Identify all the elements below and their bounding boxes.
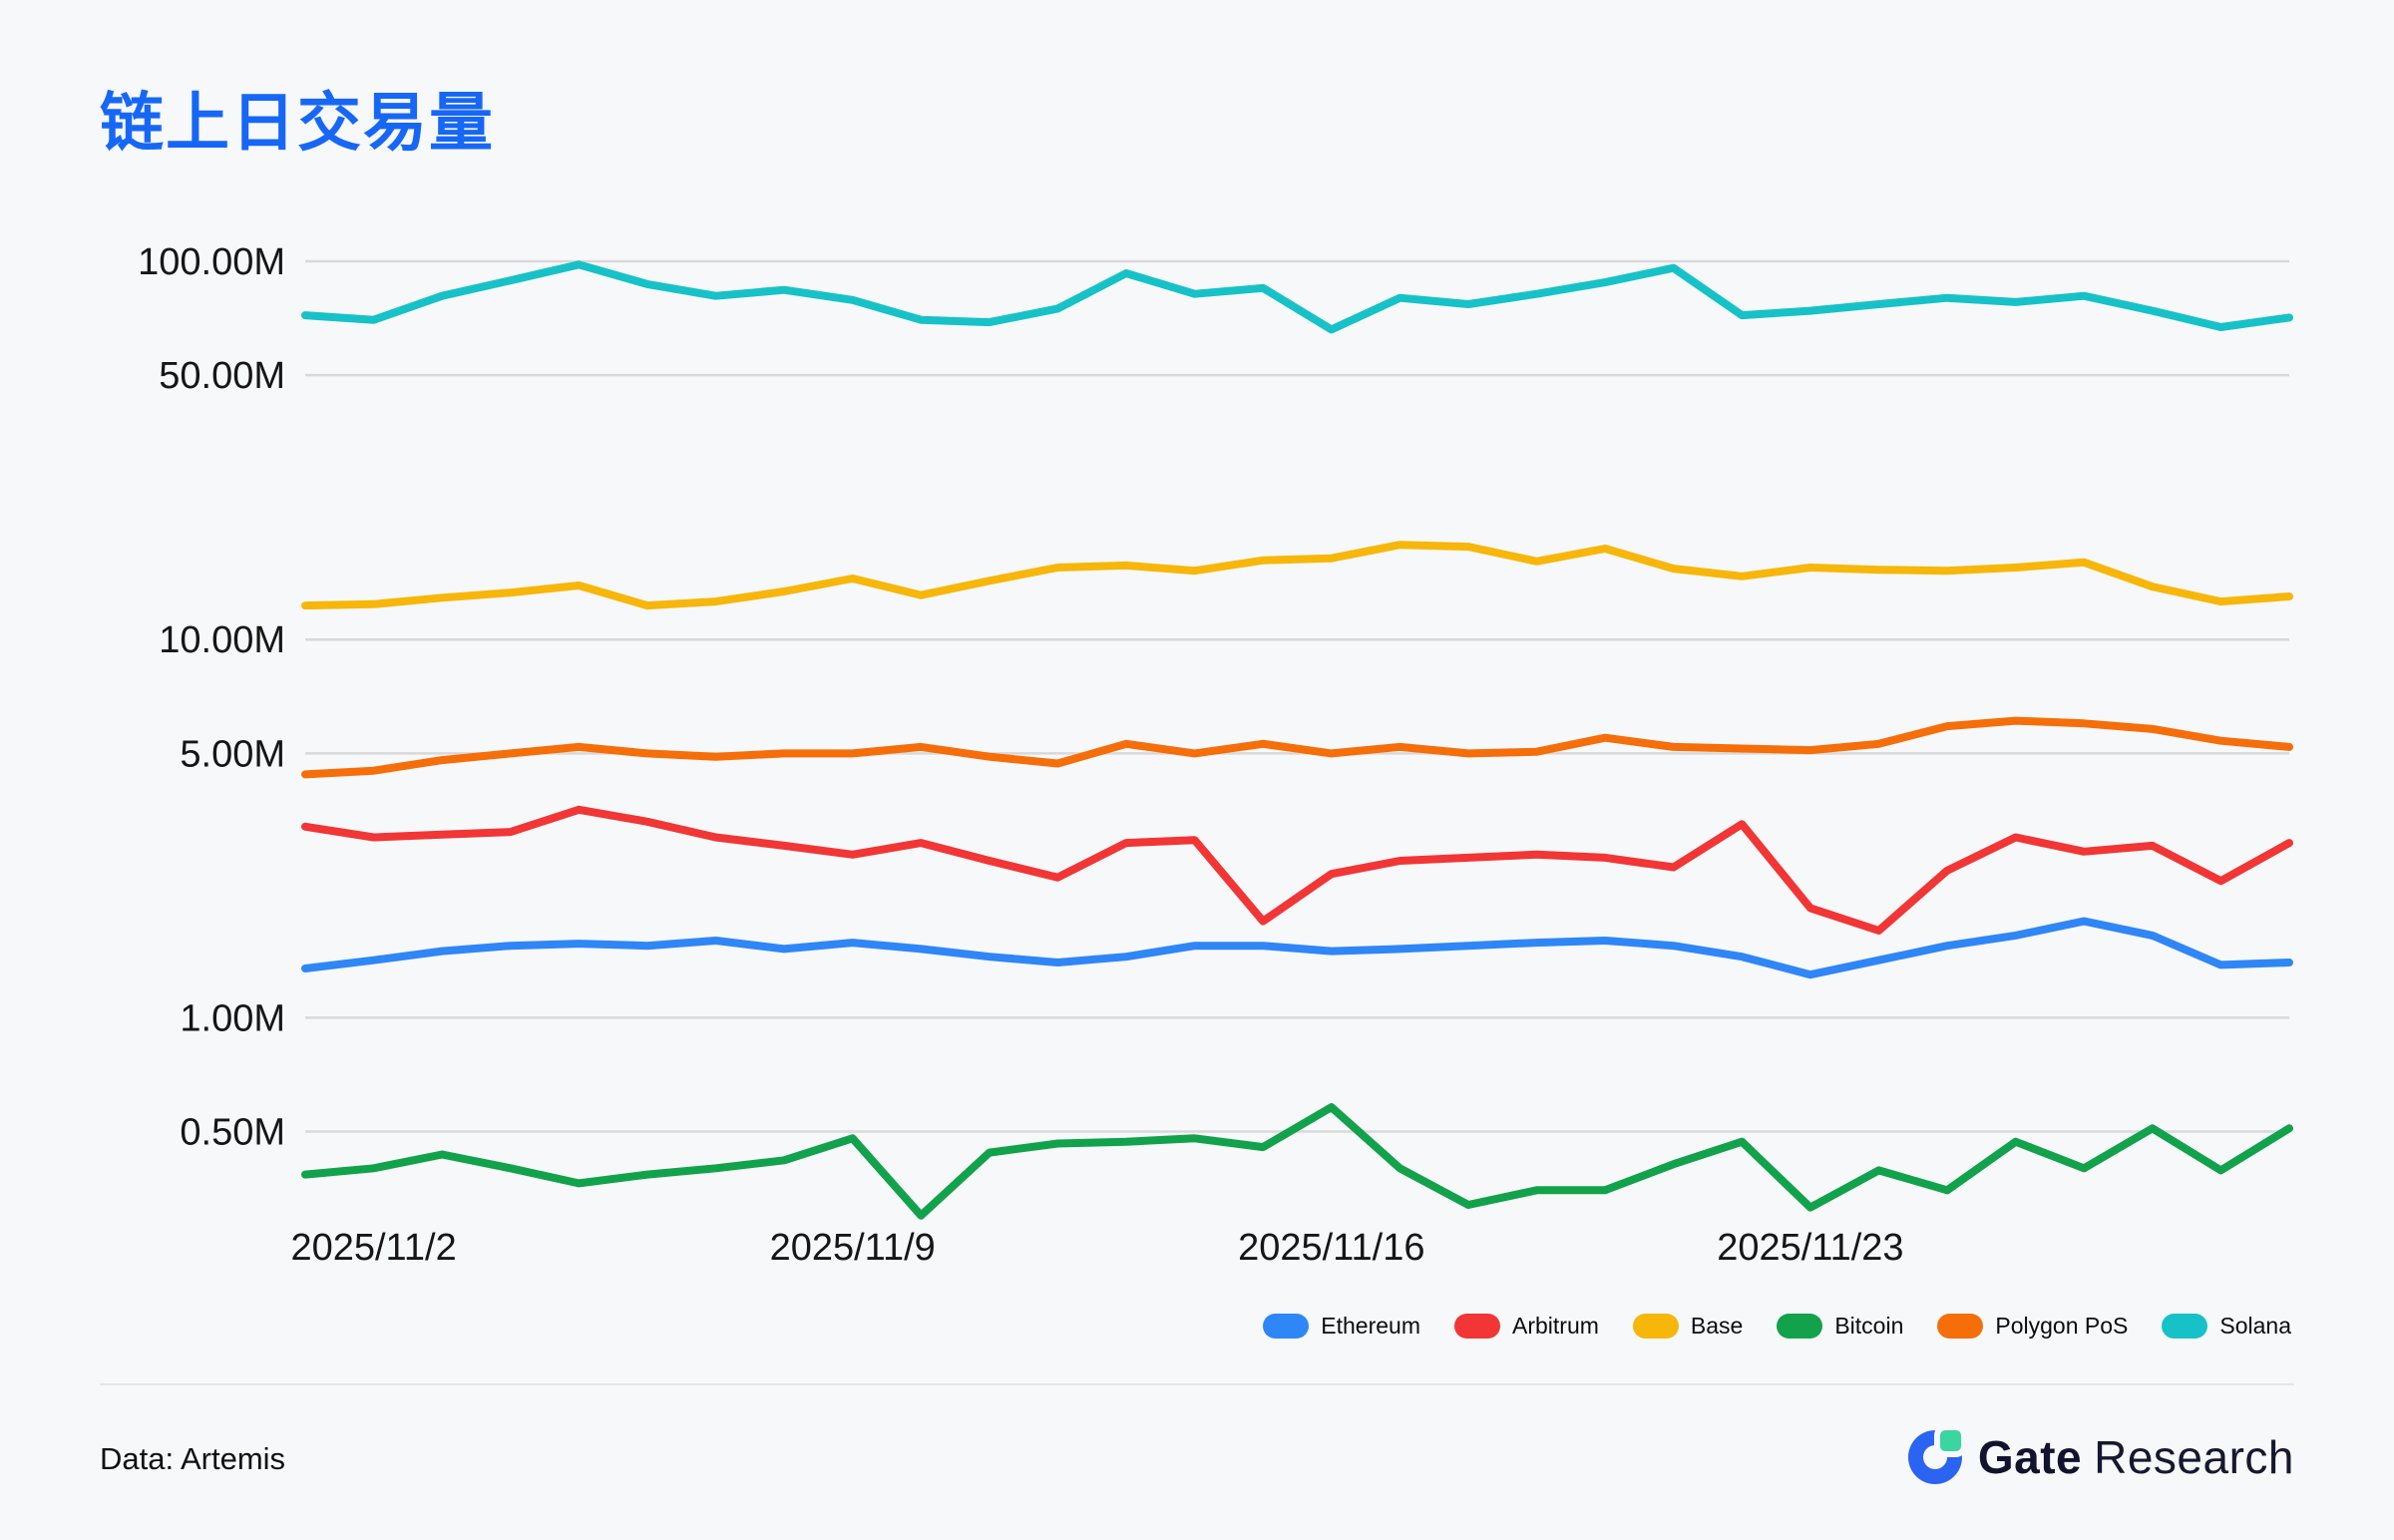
series-line-solana (301, 260, 2293, 334)
y-tick-label: 10.00M (159, 619, 285, 661)
gate-logo-icon (1907, 1430, 1962, 1484)
legend-label: Base (1690, 1313, 1744, 1339)
series-line-polygon-pos (301, 716, 2293, 779)
x-tick-label: 2025/11/16 (1238, 1227, 1424, 1269)
logo-green-square (1939, 1430, 1961, 1451)
x-tick-label: 2025/11/9 (770, 1227, 936, 1269)
chart-legend: Ethereum Arbitrum Base Bitcoin Polygon PoS So… (1263, 1313, 2291, 1340)
legend-swatch (1777, 1314, 1823, 1339)
chart-title: 链上日交易量 (100, 87, 495, 159)
x-tick-label: 2025/11/2 (290, 1227, 456, 1269)
legend-label: Ethereum (1321, 1313, 1420, 1339)
legend-swatch (1454, 1314, 1500, 1339)
logo-suffix-text: Research (2094, 1431, 2294, 1483)
series-line-ethereum (301, 917, 2293, 979)
legend-swatch (1632, 1314, 1679, 1339)
data-source-label: Data: Artemis (100, 1441, 286, 1476)
y-tick-label: 0.50M (180, 1112, 285, 1154)
legend-swatch (2162, 1314, 2208, 1339)
legend-label: Polygon PoS (1995, 1313, 2129, 1339)
series-line-arbitrum (301, 805, 2293, 935)
y-tick-label: 1.00M (180, 997, 285, 1039)
legend-swatch (1937, 1314, 1984, 1339)
legend-label: Arbitrum (1512, 1313, 1599, 1339)
legend-swatch (1263, 1314, 1310, 1339)
x-tick-label: 2025/11/23 (1717, 1227, 1903, 1269)
gridlines-and-y-labels: 100.00M 50.00M 10.00M 5.00M 1.00M 0.50M (138, 241, 2289, 1154)
logo-brand-text: Gate (1977, 1431, 2083, 1483)
legend-item-ethereum: Ethereum (1263, 1313, 1420, 1340)
legend-item-polygon-pos: Polygon PoS (1937, 1313, 2128, 1340)
y-tick-label: 5.00M (180, 733, 285, 775)
series-line-bitcoin (301, 1103, 2293, 1220)
gate-research-logo: Gate Research (1907, 1430, 2294, 1484)
y-tick-label: 50.00M (159, 355, 285, 397)
legend-item-arbitrum: Arbitrum (1454, 1313, 1599, 1340)
footer-divider (100, 1383, 2294, 1385)
legend-item-bitcoin: Bitcoin (1777, 1313, 1903, 1340)
logo-wordmark: Gate Research (1978, 1430, 2294, 1484)
legend-label: Solana (2219, 1313, 2291, 1339)
y-tick-label: 100.00M (138, 241, 285, 283)
legend-label: Bitcoin (1834, 1313, 1904, 1339)
series-line-base (301, 541, 2293, 610)
legend-item-solana: Solana (2162, 1313, 2291, 1340)
legend-item-base: Base (1632, 1313, 1744, 1340)
x-axis-labels: 2025/11/2 2025/11/9 2025/11/16 2025/11/23 (290, 1227, 1903, 1269)
